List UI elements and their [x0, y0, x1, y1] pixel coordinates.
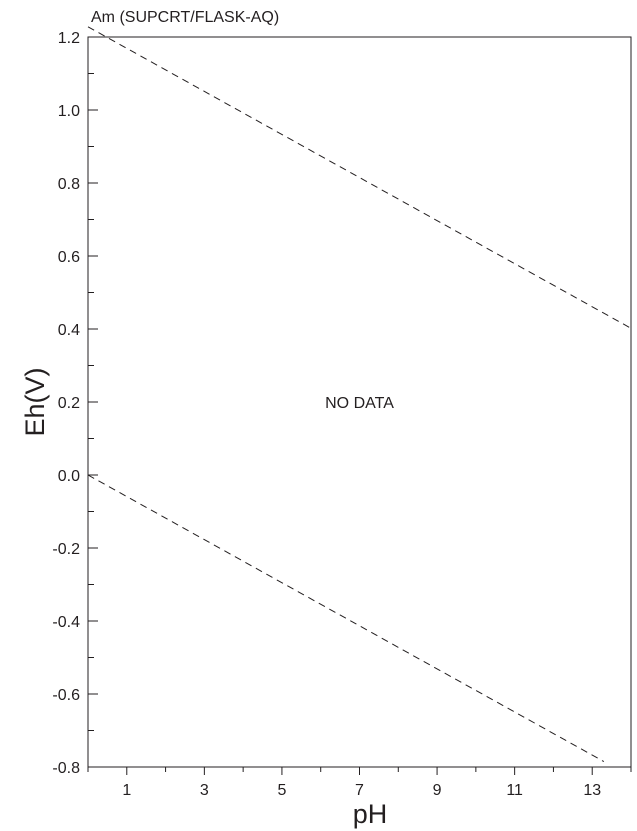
y-tick-label: -0.8: [52, 760, 80, 777]
x-axis-ticks: 1 3 5 7 9 11 13: [87, 767, 632, 799]
series-layer: [87, 26, 632, 762]
y-tick-label: 1.0: [58, 103, 80, 120]
no-data-annotation: NO DATA: [325, 395, 394, 412]
x-tick-label: 3: [200, 782, 209, 799]
x-tick-label: 13: [583, 782, 601, 799]
x-tick-label: 9: [433, 782, 442, 799]
y-tick-label: 0.2: [58, 395, 80, 412]
x-tick-label: 11: [506, 782, 523, 799]
chart-title: Am (SUPCRT/FLASK-AQ): [91, 9, 279, 26]
upper-water-stability-line: [87, 26, 632, 329]
y-tick-label: 0.6: [58, 249, 80, 266]
y-axis-label: Eh(V): [20, 367, 50, 436]
x-tick-label: 1: [122, 782, 131, 799]
y-tick-label: 0.0: [58, 468, 80, 485]
x-tick-label: 5: [277, 782, 286, 799]
y-tick-label: 0.8: [58, 176, 80, 193]
lower-water-stability-line: [87, 474, 605, 762]
y-tick-label: 0.4: [58, 322, 80, 339]
y-tick-label: -0.2: [52, 541, 80, 558]
y-tick-label: -0.6: [52, 687, 80, 704]
x-axis-label: pH: [353, 799, 388, 829]
x-tick-label: 7: [355, 782, 364, 799]
y-tick-label: 1.2: [58, 30, 80, 47]
y-axis-ticks: 1.2 1.0 0.8 0.6 0.4 0.2 0.0 -0.2 -0.4 -0.6 -0.8: [52, 30, 98, 777]
y-tick-label: -0.4: [52, 614, 80, 631]
